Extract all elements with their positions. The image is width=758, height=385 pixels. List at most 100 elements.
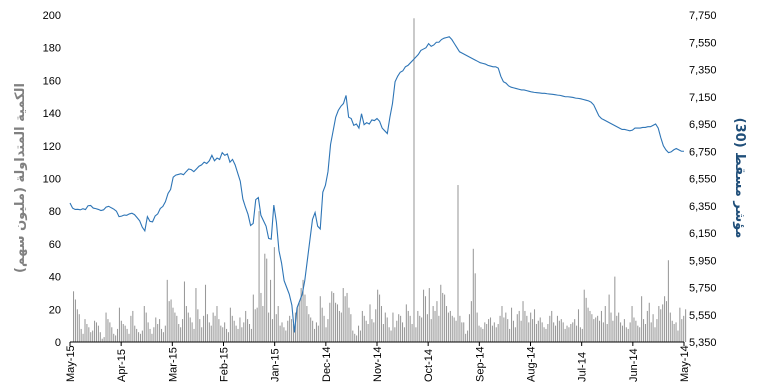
- volume-bar: [643, 319, 645, 342]
- volume-bar: [243, 322, 245, 342]
- volume-bar: [528, 322, 530, 342]
- volume-bar: [338, 310, 340, 342]
- x-tick-label: Apr-15: [116, 349, 128, 382]
- volume-bar: [201, 327, 203, 342]
- volume-bar: [363, 315, 365, 342]
- right-tick-label: 6,350: [689, 201, 717, 213]
- volume-bar: [514, 327, 516, 342]
- volume-bar: [428, 288, 430, 342]
- volume-bar: [281, 322, 283, 342]
- x-tick-label: May-14: [679, 345, 691, 382]
- volume-bar: [128, 333, 130, 342]
- volume-bar: [124, 325, 126, 342]
- volume-bar: [159, 319, 161, 342]
- volume-bar: [495, 327, 497, 342]
- volume-bar: [359, 330, 361, 342]
- volume-bar: [335, 302, 337, 342]
- volume-bar: [623, 319, 625, 342]
- volume-bar: [616, 315, 618, 342]
- volume-bar: [593, 319, 595, 342]
- volume-bar: [493, 322, 495, 342]
- volume-bar: [402, 322, 404, 342]
- volume-bar: [356, 335, 358, 342]
- volume-bar: [139, 333, 141, 342]
- volume-bar: [116, 328, 119, 342]
- volume-bar: [488, 319, 490, 342]
- volume-bar: [206, 314, 208, 342]
- volume-bar: [292, 324, 295, 342]
- volume-bar: [667, 260, 669, 342]
- volume-bar: [476, 312, 478, 342]
- volume-bar: [612, 320, 614, 342]
- volume-bar: [461, 322, 463, 342]
- volume-bar: [369, 304, 371, 342]
- right-tick-label: 7,750: [689, 10, 717, 22]
- right-tick-label: 7,150: [689, 92, 717, 104]
- volume-bar: [444, 294, 446, 342]
- volume-bar: [415, 327, 417, 342]
- volume-bar: [417, 310, 419, 342]
- volume-bar: [639, 327, 641, 342]
- volume-bar: [681, 319, 683, 342]
- volume-bar: [264, 253, 266, 342]
- volume-bar: [524, 310, 526, 342]
- volume-bar: [314, 328, 316, 342]
- x-tick-label: Dec-14: [321, 347, 333, 382]
- volume-bar: [497, 324, 499, 342]
- volume-bar: [141, 330, 143, 342]
- volume-bar: [641, 296, 643, 342]
- volume-bar: [266, 258, 268, 342]
- right-tick-label: 6,150: [689, 228, 717, 240]
- volume-bar: [237, 328, 239, 342]
- volume-bar: [241, 327, 243, 342]
- volume-bar: [455, 320, 457, 342]
- volume-bar: [74, 299, 76, 342]
- volume-bar: [380, 306, 383, 342]
- volume-bar: [358, 325, 360, 342]
- volume-bar: [566, 325, 568, 342]
- volume-bar: [254, 309, 256, 342]
- volume-bar: [84, 319, 86, 342]
- volume-bar: [231, 315, 233, 342]
- volume-bar: [564, 328, 566, 342]
- volume-bar: [224, 322, 226, 342]
- volume-bar: [518, 310, 520, 342]
- x-axis-ticks: May-15 Apr-15 Mar-15 Feb-15 Jan-15 Dec-14 Nov-…: [65, 342, 691, 382]
- volume-bar: [413, 18, 415, 343]
- volume-bar: [92, 330, 94, 342]
- volume-bar: [620, 322, 622, 342]
- volume-bar: [88, 327, 90, 342]
- volume-bar: [656, 319, 658, 342]
- volume-bar: [191, 322, 193, 342]
- volume-bar: [648, 302, 650, 342]
- volume-bar: [197, 309, 199, 342]
- volume-bar: [361, 310, 363, 342]
- volume-bar: [346, 292, 348, 342]
- volume-bar: [168, 301, 170, 343]
- volume-bar: [618, 312, 620, 342]
- volume-bar: [149, 328, 151, 342]
- volume-bar: [658, 306, 660, 342]
- volume-bar: [229, 307, 231, 342]
- volume-bar: [631, 306, 633, 342]
- volume-bar: [445, 306, 448, 342]
- volume-bar: [520, 320, 522, 342]
- volume-bar: [271, 319, 273, 342]
- x-tick-label: Mar-15: [167, 347, 179, 382]
- volume-bar: [73, 291, 75, 342]
- right-tick-label: 6,550: [689, 174, 717, 186]
- volume-bar: [574, 319, 576, 342]
- volume-bar: [530, 312, 532, 342]
- volume-bar: [572, 322, 574, 342]
- volume-bar: [327, 319, 329, 342]
- volume-bar: [480, 327, 482, 342]
- volume-bar: [442, 292, 444, 342]
- volume-bar: [178, 324, 180, 342]
- volume-bar: [679, 307, 681, 342]
- volume-bar: [549, 315, 551, 342]
- volume-bar: [118, 307, 120, 342]
- volume-bar: [449, 310, 451, 342]
- volume-bar: [533, 309, 536, 342]
- volume-bar: [644, 324, 646, 342]
- volume-bar: [673, 324, 675, 342]
